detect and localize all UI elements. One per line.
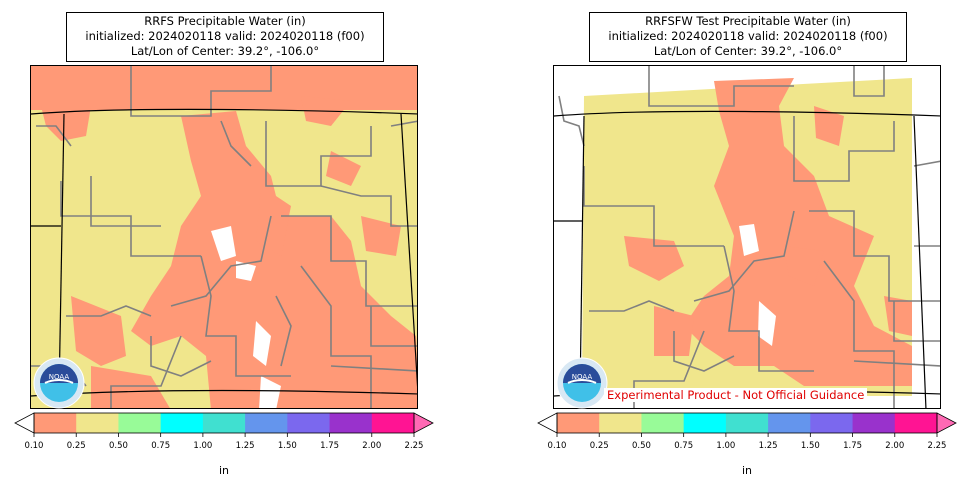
colorbar-swatch: [245, 413, 288, 433]
colorbar-swatch: [725, 413, 769, 433]
title-center: Lat/Lon of Center: 39.2°, -106.0°: [653, 44, 843, 58]
logo-text: NOAA: [572, 373, 593, 381]
logo-text: NOAA: [49, 373, 70, 381]
title-times: initialized: 2024020118 valid: 202402011…: [608, 29, 888, 43]
map-title: RRFS Precipitable Water (in) initialized…: [66, 12, 384, 62]
experimental-label: Experimental Product - Not Official Guid…: [604, 388, 868, 402]
colorbar: 0.10 0.25 0.50 0.75 1.00 1.25 1.50 1.75 2.00 2.25: [14, 411, 454, 495]
left-panel: RRFS Precipitable Water (in) initialized…: [0, 0, 486, 494]
colorbar-tick-label: 0.75: [674, 441, 693, 451]
colorbar-swatch: [641, 413, 685, 433]
colorbar-swatch: [768, 413, 811, 433]
colorbar-swatch: [683, 413, 727, 433]
colorbar-under-arrow: [537, 412, 558, 434]
right-panel: RRFSFW Test Precipitable Water (in) init…: [486, 0, 971, 494]
colorbar-tick-label: 2.25: [928, 441, 947, 451]
colorbar-swatch: [894, 413, 938, 433]
colorbar-swatch: [599, 413, 642, 433]
colorbar-tick-label: 0.75: [151, 441, 170, 451]
colorbar-tick-label: 1.50: [278, 441, 297, 451]
colorbar-swatch: [34, 413, 77, 433]
colorbar-tick-label: 2.00: [885, 441, 904, 451]
colorbar-swatches: [34, 413, 415, 433]
noaa-logo: NOAA: [556, 357, 608, 409]
title-product: RRFS Precipitable Water (in): [144, 14, 306, 28]
noaa-logo: NOAA: [33, 357, 85, 409]
map-title: RRFSFW Test Precipitable Water (in) init…: [589, 12, 907, 62]
colorbar-tick-label: 0.10: [548, 441, 567, 451]
colorbar-tick-label: 1.25: [236, 441, 255, 451]
colorbar: 0.10 0.25 0.50 0.75 1.00 1.25 1.50 1.75 2.00 2.25: [537, 411, 971, 495]
colorbar-tick-label: 1.50: [801, 441, 820, 451]
colorbar-tick-label: 0.10: [25, 441, 44, 451]
colorbar-tick-label: 1.75: [843, 441, 862, 451]
colorbar-swatches: [557, 413, 938, 433]
colorbar-tick-label: 1.75: [320, 441, 339, 451]
colorbar-tick-label: 0.50: [109, 441, 128, 451]
colorbar-tick-label: 1.00: [716, 441, 735, 451]
colorbar-tick-label: 2.25: [405, 441, 424, 451]
title-center: Lat/Lon of Center: 39.2°, -106.0°: [130, 44, 320, 58]
precipitable-water-map[interactable]: [30, 65, 418, 409]
title-product: RRFSFW Test Precipitable Water (in): [645, 14, 851, 28]
colorbar-swatch: [329, 413, 373, 433]
colorbar-swatch: [76, 413, 119, 433]
colorbar-swatch: [118, 413, 162, 433]
colorbar-swatch: [287, 413, 331, 433]
colorbar-tick-label: 1.00: [193, 441, 212, 451]
colorbar-under-arrow: [14, 412, 35, 434]
colorbar-over-arrow: [936, 412, 957, 434]
colorbar-tick-label: 0.25: [590, 441, 609, 451]
colorbar-swatch: [371, 413, 415, 433]
colorbar-unit: in: [219, 464, 230, 477]
colorbar-swatch: [557, 413, 600, 433]
title-times: initialized: 2024020118 valid: 202402011…: [85, 29, 365, 43]
colorbar-unit: in: [742, 464, 753, 477]
colorbar-swatch: [160, 413, 204, 433]
colorbar-over-arrow: [413, 412, 434, 434]
colorbar-tick-label: 1.25: [759, 441, 778, 451]
colorbar-swatch: [852, 413, 896, 433]
colorbar-swatch: [202, 413, 246, 433]
colorbar-tick-label: 2.00: [362, 441, 381, 451]
colorbar-swatch: [810, 413, 854, 433]
colorbar-tick-label: 0.25: [67, 441, 86, 451]
colorbar-tick-label: 0.50: [632, 441, 651, 451]
precipitable-water-map[interactable]: [553, 65, 941, 409]
